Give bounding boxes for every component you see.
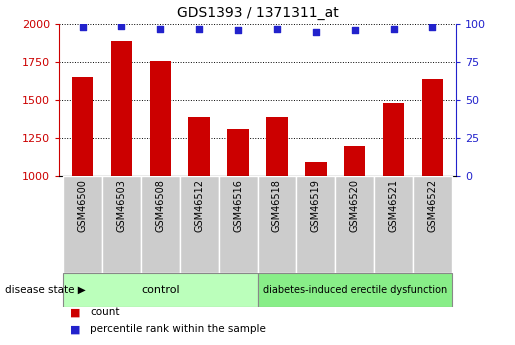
Bar [63,273,258,307]
Point [389,26,398,31]
Text: GSM46522: GSM46522 [427,179,437,232]
Point [195,26,203,31]
Bar [266,117,288,176]
Text: ■: ■ [70,307,80,317]
Text: count: count [90,307,119,317]
Text: ■: ■ [70,325,80,334]
Bar [383,103,404,176]
Bar [344,146,365,176]
Text: disease state ▶: disease state ▶ [5,285,86,295]
Bar [102,176,141,273]
Text: GSM46508: GSM46508 [156,179,165,232]
Point [428,24,437,30]
Title: GDS1393 / 1371311_at: GDS1393 / 1371311_at [177,6,338,20]
Bar [72,77,93,176]
Point [156,26,164,31]
Bar [150,61,171,176]
Text: control: control [141,285,180,295]
Point [117,23,126,28]
Bar [227,129,249,176]
Bar [335,176,374,273]
Bar [258,273,452,307]
Bar [111,41,132,176]
Text: GSM46520: GSM46520 [350,179,359,232]
Point [312,29,320,34]
Text: percentile rank within the sample: percentile rank within the sample [90,325,266,334]
Bar [413,176,452,273]
Point [234,28,242,33]
Bar [219,176,258,273]
Text: GSM46500: GSM46500 [78,179,88,232]
Bar [141,176,180,273]
Point [351,28,359,33]
Text: GSM46512: GSM46512 [194,179,204,232]
Bar [296,176,335,273]
Bar [180,176,219,273]
Bar [305,162,327,176]
Bar [422,79,443,176]
Point [78,24,87,30]
Text: GSM46521: GSM46521 [389,179,399,232]
Text: GSM46518: GSM46518 [272,179,282,232]
Bar [374,176,413,273]
Text: GSM46519: GSM46519 [311,179,321,232]
Bar [63,176,102,273]
Text: GSM46503: GSM46503 [116,179,126,232]
Text: GSM46516: GSM46516 [233,179,243,232]
Text: diabetes-induced erectile dysfunction: diabetes-induced erectile dysfunction [263,285,447,295]
Point [273,26,281,31]
Bar [188,117,210,176]
Bar [258,176,296,273]
